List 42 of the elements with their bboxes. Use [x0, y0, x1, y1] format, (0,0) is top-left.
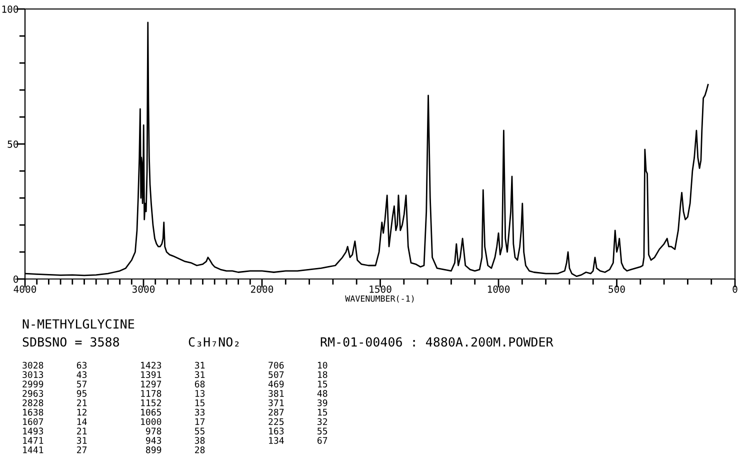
text: 1391 31 — [141, 371, 205, 378]
text: 2828 21 — [22, 399, 87, 406]
text: 2963 95 — [22, 390, 86, 397]
text: 1493 21 — [23, 428, 87, 434]
text: 1441 27 — [23, 446, 87, 454]
text: 134 67 — [269, 437, 328, 444]
text: 1297 68 — [141, 380, 205, 388]
text: N-METHYLGLYCINE — [22, 319, 134, 329]
text: RM-01-00406 : 4880A.200M.POWDER — [320, 337, 554, 347]
text: 225 32 — [268, 418, 328, 426]
text: 3013 43 — [22, 371, 87, 378]
text: 1423 31 — [141, 362, 205, 369]
text: 1000 17 — [141, 418, 205, 426]
y-tick-label: 50 — [8, 140, 18, 148]
x-tick-label: 4000 — [14, 285, 36, 293]
x-tick-label: 3000 — [132, 285, 155, 293]
text: 899 28 — [146, 446, 205, 454]
text: 287 15 — [268, 408, 328, 416]
text: 1152 15 — [141, 399, 204, 406]
text: 1607 14 — [23, 418, 87, 426]
text: 1178 13 — [141, 390, 205, 397]
text: 978 55 — [146, 428, 204, 434]
x-tick-label: 500 — [608, 285, 625, 293]
text: 1638 12 — [23, 408, 86, 416]
text: SDBSNO = 3588 — [22, 337, 120, 347]
y-tick-label: 100 — [2, 6, 18, 13]
text: C₃H₇NO₂ — [188, 337, 239, 347]
text: 163 55 — [269, 428, 328, 434]
text: 1471 31 — [23, 437, 87, 444]
x-tick-label: 1000 — [488, 285, 510, 293]
text: 381 48 — [268, 390, 328, 397]
text: 2999 57 — [22, 380, 87, 388]
text: 706 10 — [268, 362, 328, 369]
text: 371 39 — [268, 399, 328, 406]
text: 943 38 — [146, 437, 205, 444]
text: 469 15 — [268, 380, 328, 388]
x-tick-label: 2000 — [251, 285, 274, 293]
text: 507 18 — [268, 371, 328, 378]
x-axis-title: WAVENUMBER(-1) — [345, 295, 414, 303]
x-tick-label: 1500 — [370, 285, 392, 293]
text: 3028 63 — [22, 362, 87, 369]
text: 1065 33 — [141, 408, 205, 416]
